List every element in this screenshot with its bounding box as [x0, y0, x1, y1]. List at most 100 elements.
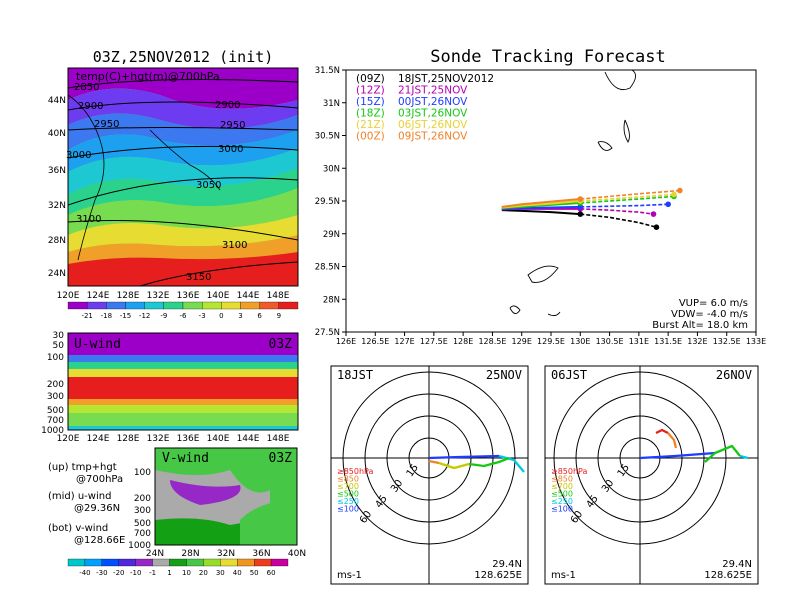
- tracking-legend: (09Z) 18JST,25NOV2012 (12Z) 21JST,25NOV (15Z…: [356, 73, 494, 143]
- u-wind-lon-tick: 136E: [177, 434, 200, 444]
- panel-notes: (up) tmp+hgt @700hPa (mid) u-wind @29.36…: [48, 462, 125, 546]
- colorbar-swatch: [259, 301, 279, 310]
- v-wind-pressure-tick: 500: [134, 519, 151, 529]
- legend-code: (00Z): [356, 131, 385, 143]
- colorbar-swatch: [135, 558, 153, 567]
- hodo-level-label: ≤700: [337, 482, 359, 491]
- v-wind-pressure-tick: 1000: [128, 541, 151, 551]
- map-lon-tick: 148E: [267, 291, 290, 301]
- v-wind-colorbar: -40 -30 -20 -10 -1 1 10 20 30 40 50 60: [67, 558, 289, 577]
- map-field-label: temp(C)+hgt(m)@700hPa: [76, 70, 220, 83]
- vup-label: VUP= 6.0 m/s: [679, 298, 748, 309]
- legend-time: 03JST,26NOV: [398, 108, 468, 120]
- colorbar-swatch: [163, 301, 184, 310]
- map-lat-tick: 44N: [48, 96, 66, 106]
- track-point: [577, 211, 584, 217]
- hodo-level-label: ≤500: [337, 490, 359, 499]
- track-endpoint: [671, 191, 677, 198]
- colorbar-tick: -9: [160, 312, 167, 320]
- map-lat-tick: 32N: [48, 201, 66, 211]
- track-endpoint: [677, 187, 683, 194]
- track-line-dashed: [580, 189, 680, 200]
- u-wind-label: U-wind: [74, 337, 121, 352]
- note-mid-level: @29.36N: [74, 503, 120, 514]
- colorbar-tick: 50: [250, 569, 259, 577]
- map-lon-tick: 128E: [117, 291, 140, 301]
- colorbar-tick: -3: [199, 312, 206, 320]
- hodo-date: 25NOV: [486, 368, 522, 382]
- legend-time: 21JST,25NOV: [398, 85, 468, 97]
- left-panel-title: 03Z,25NOV2012 (init): [93, 48, 274, 66]
- contour-label: 2950: [220, 120, 245, 131]
- lon-tick-label: 128.5E: [478, 337, 506, 346]
- colorbar-tick: -1: [149, 569, 156, 577]
- u-wind-lon-tick: 128E: [117, 434, 140, 444]
- lat-tick-label: 31N: [323, 99, 340, 109]
- hodo-trace: [714, 444, 741, 457]
- lon-tick-label: 129E: [512, 337, 532, 346]
- colorbar-swatch: [101, 558, 119, 567]
- v-wind-time: 03Z: [269, 451, 293, 466]
- contour-label: 3050: [196, 180, 221, 191]
- map-lat-ticks: 44N 40N 36N 32N 28N 24N: [48, 96, 66, 279]
- note-bot-level: @128.66E: [74, 535, 125, 546]
- u-wind-field: [68, 333, 298, 430]
- colorbar-tick: 10: [182, 569, 191, 577]
- colorbar-tick: -21: [81, 312, 92, 320]
- lon-tick-label: 131E: [629, 337, 649, 346]
- u-wind-pressure-tick: 500: [47, 406, 64, 416]
- track-line-dashed: [580, 195, 675, 204]
- u-wind-time: 03Z: [269, 337, 293, 352]
- contour-label: 3100: [76, 214, 101, 225]
- track-line-dashed: [580, 208, 654, 215]
- hodo-lat: 29.4N: [492, 559, 522, 570]
- colorbar-swatch: [182, 301, 203, 310]
- v-wind-lat-tick: 24N: [146, 549, 164, 559]
- lon-tick-label: 131.5E: [654, 337, 682, 346]
- colorbar-tick: -12: [139, 312, 150, 320]
- v-wind-lat-ticks: 24N 28N 32N 36N 40N: [146, 549, 306, 559]
- u-wind-lon-tick: 148E: [267, 434, 290, 444]
- hodo-lon: 128.625E: [704, 570, 752, 581]
- colorbar-swatch: [221, 301, 241, 310]
- colorbar-tick: 1: [167, 569, 171, 577]
- v-wind-pressure-tick: 100: [134, 468, 151, 478]
- lon-tick-label: 132.5E: [713, 337, 741, 346]
- v-wind-field: [155, 448, 297, 545]
- hodo-level-label: ≥850hPa: [551, 467, 588, 476]
- colorbar-swatch: [169, 558, 187, 567]
- lon-tick-label: 133E: [746, 337, 766, 346]
- track-endpoint: [653, 224, 660, 230]
- legend-code: (18Z): [356, 108, 385, 120]
- contour-label: 3000: [66, 150, 91, 161]
- colorbar-swatch: [67, 558, 86, 567]
- colorbar-swatch: [84, 558, 102, 567]
- u-wind-lon-tick: 124E: [87, 434, 110, 444]
- note-bot: (bot) v-wind: [48, 523, 108, 534]
- lon-tick-label: 129.5E: [537, 337, 565, 346]
- lon-tick-label: 126E: [336, 337, 356, 346]
- contour-label: 2900: [78, 101, 103, 112]
- map-lat-tick: 40N: [48, 129, 66, 139]
- hodo-trace: [438, 461, 470, 470]
- colorbar-tick: -6: [180, 312, 188, 320]
- v-wind-pressure-tick: 700: [134, 529, 151, 539]
- colorbar-tick: 0: [219, 312, 223, 320]
- hodo-level-label: ≤700: [551, 482, 573, 491]
- sonde-params: VUP= 6.0 m/s VDW= -4.0 m/s Burst Alt= 18…: [652, 298, 748, 331]
- legend-time: 00JST,26NOV: [398, 96, 468, 108]
- colorbar-tick: 60: [267, 569, 276, 577]
- v-wind-pressure-tick: 200: [134, 494, 151, 504]
- track-point: [577, 204, 584, 210]
- colorbar-swatch: [67, 301, 88, 310]
- hodo-level-label: ≤850: [551, 475, 573, 484]
- colorbar-swatch: [254, 558, 272, 567]
- colorbar-swatch: [203, 558, 221, 567]
- colorbar-tick: 20: [199, 569, 208, 577]
- colorbar-swatch: [186, 558, 204, 567]
- u-wind-pressure-tick: 50: [53, 341, 65, 351]
- colorbar-swatch: [87, 301, 107, 310]
- hodo-lat: 29.4N: [722, 559, 752, 570]
